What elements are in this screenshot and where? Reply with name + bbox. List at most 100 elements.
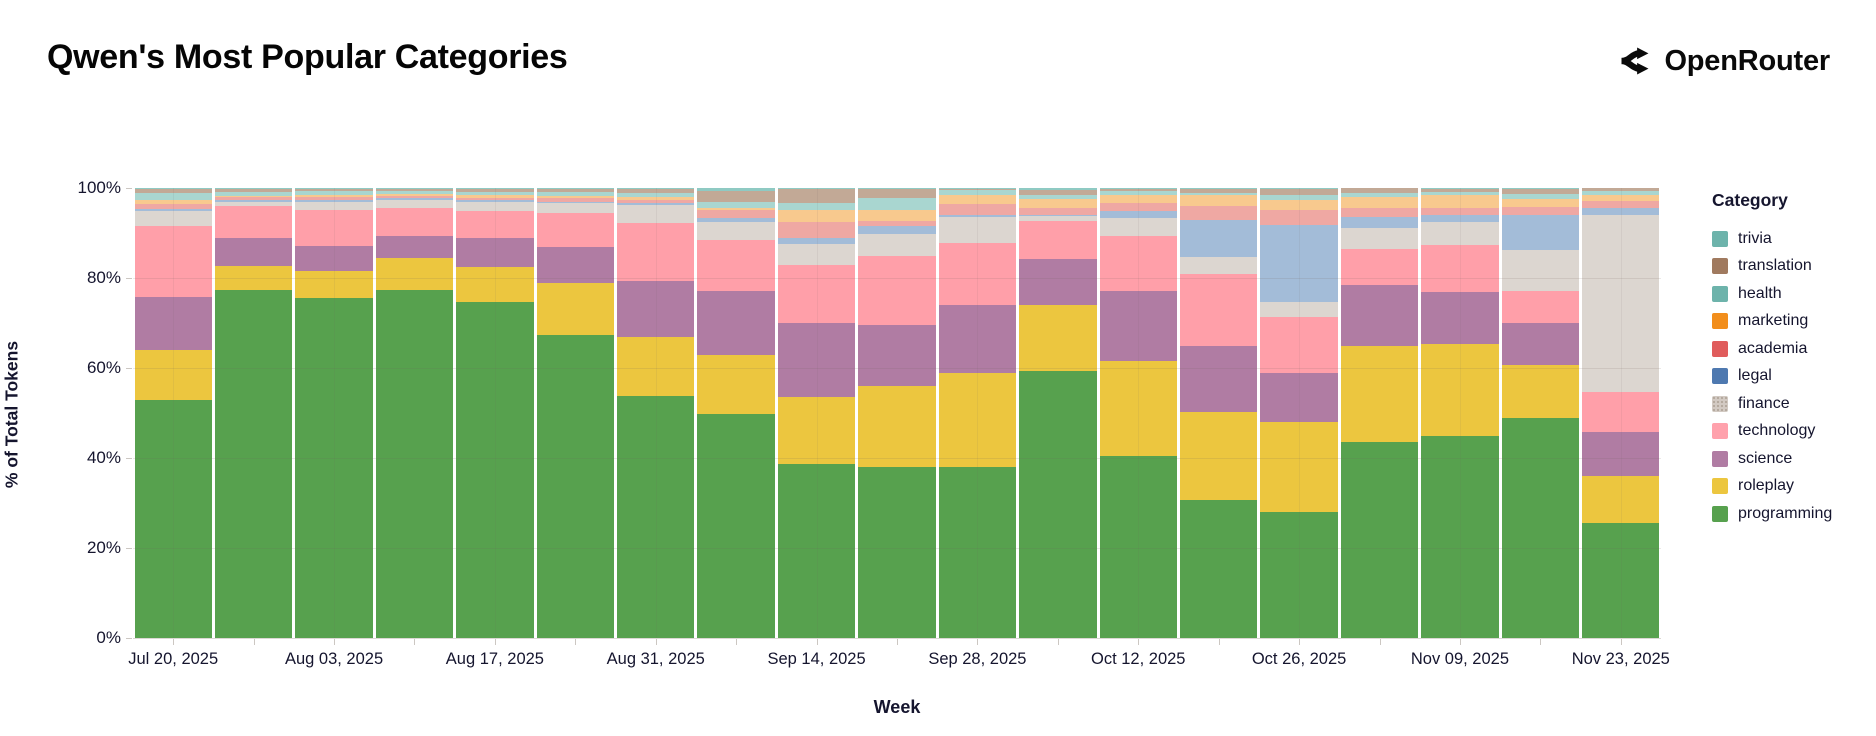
bar-segment-marketing[interactable]	[375, 193, 454, 196]
bar-segment-technology[interactable]	[536, 213, 614, 247]
bar-segment-translation[interactable]	[858, 188, 936, 199]
legend-item-legal[interactable]: legal	[1712, 363, 1872, 391]
bar-segment-health[interactable]	[1421, 191, 1499, 196]
bar-week-jul-27-2025[interactable]	[214, 188, 293, 638]
bar-segment-legal[interactable]	[777, 238, 856, 245]
bar-segment-legal[interactable]	[1421, 215, 1499, 223]
bar-segment-technology[interactable]	[134, 226, 212, 298]
bar-segment-roleplay[interactable]	[938, 373, 1017, 468]
bar-segment-health[interactable]	[777, 203, 856, 211]
bar-segment-academia[interactable]	[777, 222, 856, 239]
bar-segment-translation[interactable]	[375, 188, 454, 191]
bar-segment-legal[interactable]	[1179, 220, 1258, 257]
bar-segment-legal[interactable]	[1019, 215, 1097, 217]
bar-segment-science[interactable]	[777, 322, 856, 398]
bar-segment-marketing[interactable]	[1179, 194, 1258, 206]
bar-week-sep-07-2025[interactable]	[697, 188, 775, 638]
bar-week-oct-12-2025[interactable]	[1099, 188, 1177, 638]
bar-segment-finance[interactable]	[938, 216, 1017, 244]
bar-segment-science[interactable]	[1179, 345, 1258, 412]
bar-segment-technology[interactable]	[214, 206, 293, 238]
bar-segment-programming[interactable]	[295, 297, 373, 638]
bar-segment-health[interactable]	[536, 192, 614, 196]
legend-item-trivia[interactable]: trivia	[1712, 225, 1872, 253]
bar-segment-health[interactable]	[1179, 193, 1258, 195]
bar-segment-roleplay[interactable]	[375, 257, 454, 291]
bar-segment-academia[interactable]	[1501, 207, 1580, 215]
bar-segment-technology[interactable]	[375, 207, 454, 236]
bar-segment-science[interactable]	[134, 297, 212, 350]
bar-week-nov-16-2025[interactable]	[1501, 188, 1580, 638]
bar-segment-roleplay[interactable]	[1179, 411, 1258, 500]
bar-segment-health[interactable]	[1019, 194, 1097, 200]
bar-segment-legal[interactable]	[938, 214, 1017, 217]
bar-segment-health[interactable]	[938, 190, 1017, 196]
bar-segment-marketing[interactable]	[938, 195, 1017, 204]
bar-segment-roleplay[interactable]	[134, 350, 212, 400]
bar-segment-roleplay[interactable]	[617, 336, 695, 397]
bar-segment-marketing[interactable]	[697, 208, 775, 211]
bar-week-nov-09-2025[interactable]	[1421, 188, 1499, 638]
bar-segment-roleplay[interactable]	[858, 385, 936, 467]
bar-segment-legal[interactable]	[858, 225, 936, 235]
bar-week-nov-02-2025[interactable]	[1340, 188, 1419, 638]
bar-segment-academia[interactable]	[134, 203, 212, 209]
bar-segment-legal[interactable]	[375, 198, 454, 201]
bar-segment-marketing[interactable]	[134, 200, 212, 204]
bar-segment-academia[interactable]	[938, 203, 1017, 215]
bar-segment-programming[interactable]	[617, 396, 695, 638]
bar-week-oct-05-2025[interactable]	[1019, 188, 1097, 638]
bar-segment-programming[interactable]	[1582, 523, 1660, 638]
bar-segment-science[interactable]	[1340, 285, 1419, 346]
bar-segment-roleplay[interactable]	[536, 282, 614, 335]
legend-item-translation[interactable]: translation	[1712, 253, 1872, 281]
bar-segment-trivia[interactable]	[617, 188, 695, 190]
bar-segment-technology[interactable]	[1582, 391, 1660, 432]
bar-segment-finance[interactable]	[1421, 222, 1499, 246]
bar-segment-marketing[interactable]	[1099, 195, 1177, 204]
legend-item-roleplay[interactable]: roleplay	[1712, 473, 1872, 501]
bar-segment-health[interactable]	[1582, 191, 1660, 196]
bar-segment-trivia[interactable]	[1421, 188, 1499, 189]
bar-segment-legal[interactable]	[1501, 214, 1580, 250]
bar-segment-science[interactable]	[295, 245, 373, 271]
bar-segment-translation[interactable]	[295, 188, 373, 192]
bar-segment-finance[interactable]	[617, 205, 695, 224]
bar-segment-translation[interactable]	[938, 188, 1017, 191]
bar-segment-academia[interactable]	[1582, 200, 1660, 209]
bar-segment-academia[interactable]	[858, 221, 936, 226]
bar-segment-marketing[interactable]	[214, 195, 293, 198]
bar-segment-programming[interactable]	[777, 464, 856, 638]
bar-segment-marketing[interactable]	[1019, 199, 1097, 209]
bar-segment-translation[interactable]	[134, 188, 212, 193]
bar-segment-programming[interactable]	[134, 399, 212, 638]
bar-week-aug-10-2025[interactable]	[375, 188, 454, 638]
bar-segment-science[interactable]	[214, 237, 293, 267]
bar-segment-health[interactable]	[1501, 194, 1580, 199]
bar-week-sep-21-2025[interactable]	[858, 188, 936, 638]
bar-segment-roleplay[interactable]	[697, 354, 775, 415]
bar-segment-finance[interactable]	[1019, 216, 1097, 221]
bar-segment-legal[interactable]	[134, 208, 212, 211]
bar-segment-health[interactable]	[375, 190, 454, 194]
bar-segment-science[interactable]	[697, 291, 775, 355]
bar-segment-programming[interactable]	[1260, 512, 1338, 638]
bar-segment-trivia[interactable]	[134, 188, 212, 189]
bar-segment-translation[interactable]	[777, 188, 856, 204]
bar-segment-technology[interactable]	[1099, 235, 1177, 292]
bar-segment-trivia[interactable]	[777, 188, 856, 189]
bar-segment-finance[interactable]	[1582, 215, 1660, 392]
bar-segment-academia[interactable]	[295, 197, 373, 201]
bar-week-sep-14-2025[interactable]	[777, 188, 856, 638]
bar-segment-roleplay[interactable]	[214, 266, 293, 290]
bar-segment-programming[interactable]	[214, 289, 293, 638]
bar-segment-translation[interactable]	[1019, 189, 1097, 195]
bar-segment-science[interactable]	[1501, 323, 1580, 365]
bar-segment-finance[interactable]	[536, 203, 614, 214]
bar-segment-trivia[interactable]	[456, 188, 534, 189]
bar-segment-health[interactable]	[858, 198, 936, 211]
bar-segment-roleplay[interactable]	[295, 270, 373, 298]
bar-segment-marketing[interactable]	[1501, 198, 1580, 208]
bar-segment-science[interactable]	[1099, 291, 1177, 361]
bar-segment-translation[interactable]	[1099, 188, 1177, 192]
